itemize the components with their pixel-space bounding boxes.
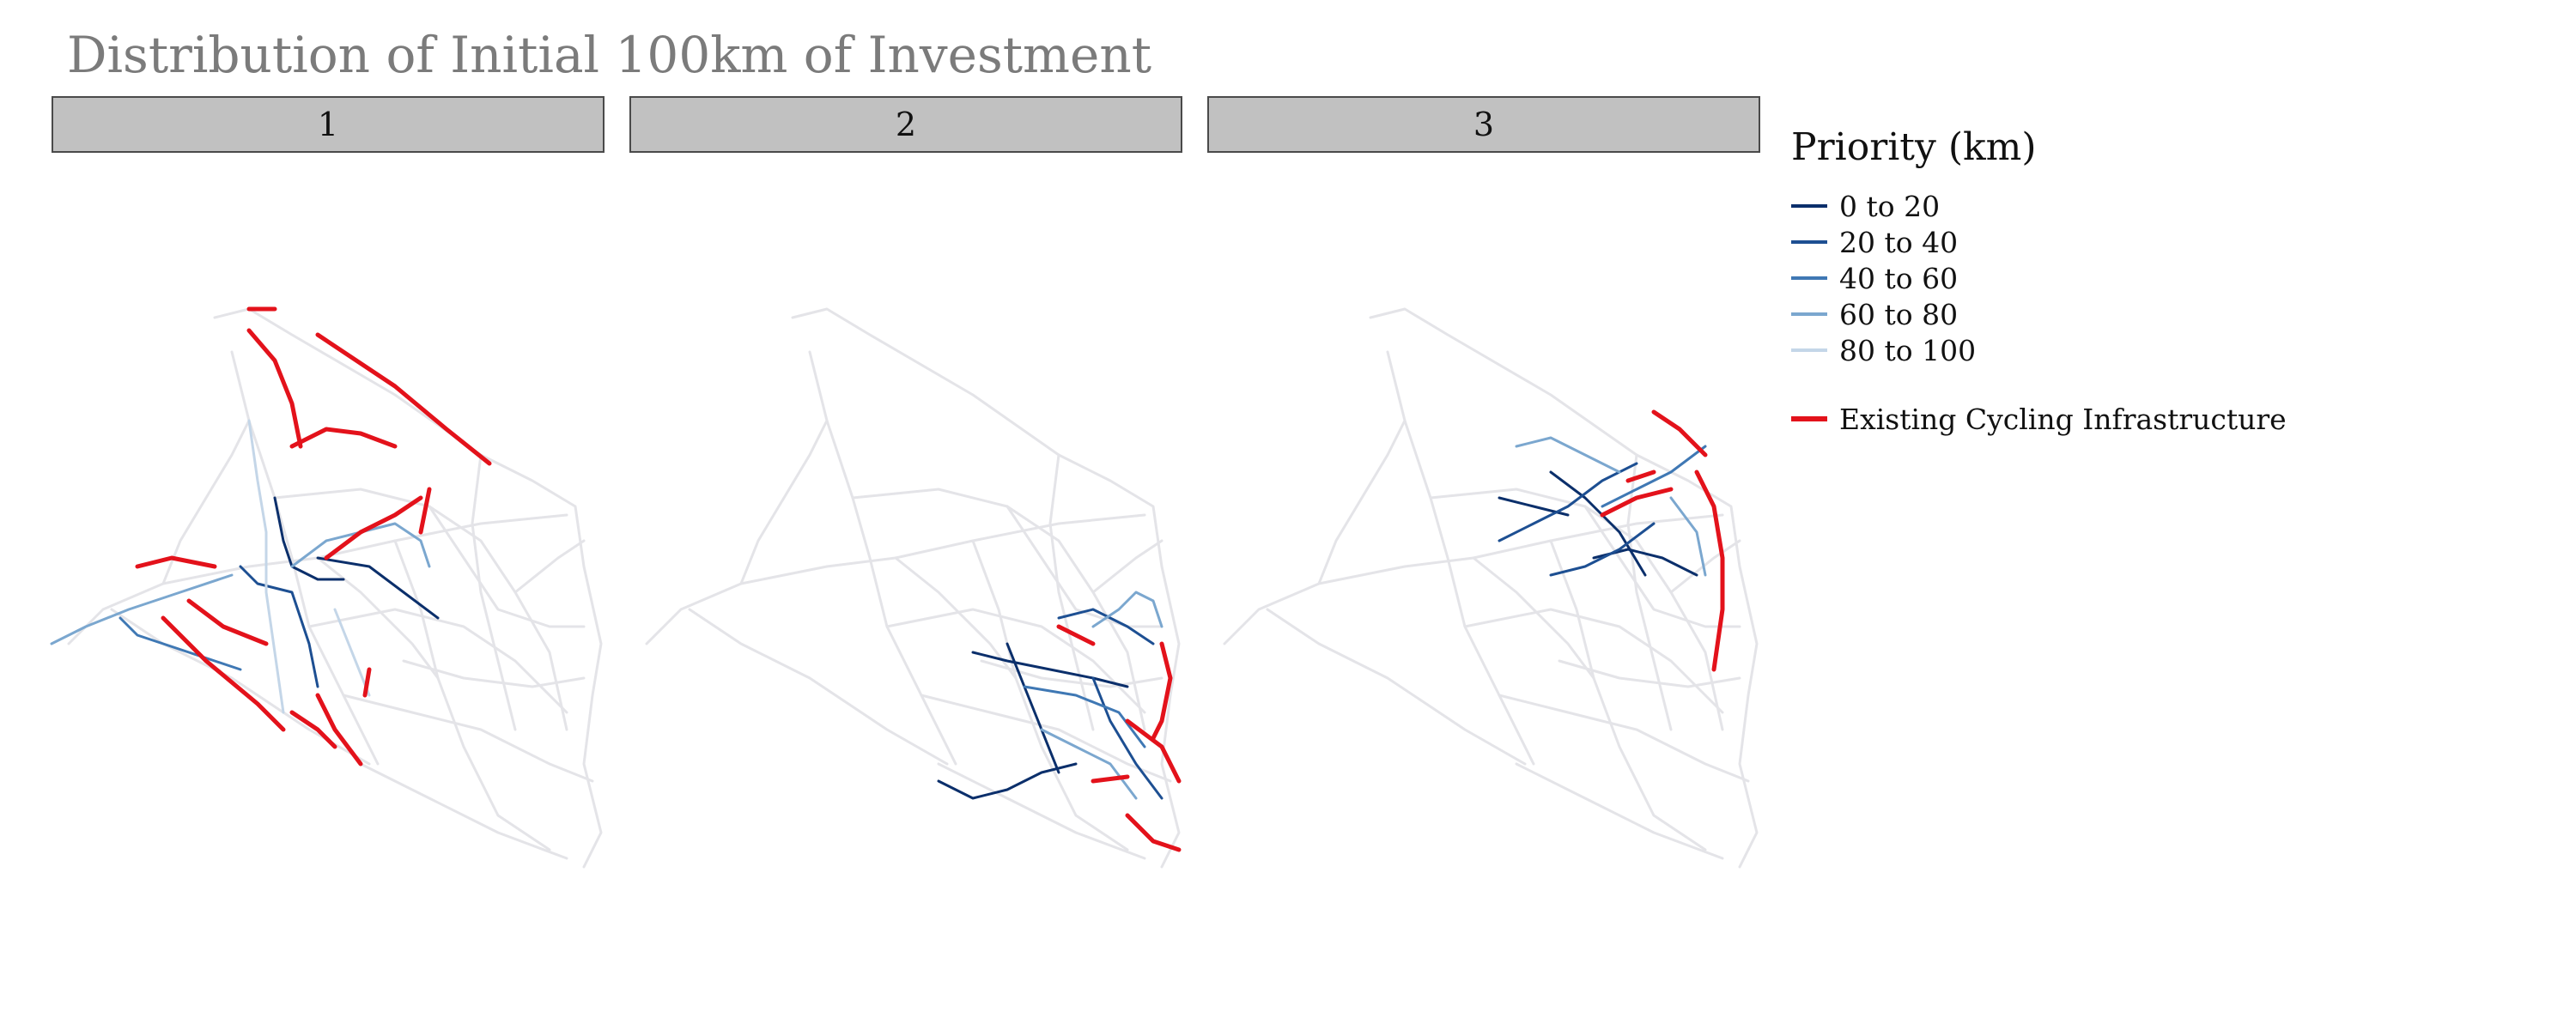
existing-infrastructure	[135, 306, 492, 766]
legend-item-infrastructure: Existing Cycling Infrastructure	[1791, 401, 2444, 437]
legend-label: 0 to 20	[1839, 189, 1941, 223]
legend-swatch	[1791, 240, 1827, 244]
legend-spacer	[1791, 368, 2444, 401]
panel-label-1: 1	[317, 106, 339, 143]
legend-swatch	[1791, 312, 1827, 316]
figure-title: Distribution of Initial 100km of Investm…	[67, 26, 1152, 84]
legend-label: 80 to 100	[1839, 333, 1977, 367]
legend-label: 20 to 40	[1839, 225, 1959, 259]
legend-item: 80 to 100	[1791, 332, 2444, 368]
map-panel-1	[34, 283, 618, 869]
legend: Priority (km) 0 to 20 20 to 40 40 to 60 …	[1791, 125, 2444, 437]
legend-item: 0 to 20	[1791, 188, 2444, 224]
basemap-network	[67, 307, 603, 869]
map-1	[50, 306, 603, 869]
legend-swatch	[1791, 204, 1827, 208]
panel-label-2: 2	[895, 106, 917, 143]
legend-swatch	[1791, 348, 1827, 352]
legend-label: Existing Cycling Infrastructure	[1839, 402, 2287, 436]
legend-title: Priority (km)	[1791, 125, 2037, 169]
basemap-network	[1223, 307, 1759, 869]
panel-header-3: 3	[1207, 96, 1760, 153]
legend-item: 60 to 80	[1791, 296, 2444, 332]
existing-infrastructure	[1600, 409, 1725, 672]
legend-swatch	[1791, 276, 1827, 280]
map-panel-2	[612, 283, 1196, 869]
legend-swatch	[1791, 416, 1827, 421]
legend-label: 60 to 80	[1839, 297, 1959, 331]
legend-item: 40 to 60	[1791, 260, 2444, 296]
map-3	[1223, 307, 1759, 869]
priority-network	[937, 591, 1163, 800]
legend-item: 20 to 40	[1791, 224, 2444, 260]
map-panel-3	[1190, 283, 1774, 869]
panel-header-2: 2	[629, 96, 1182, 153]
existing-infrastructure	[1056, 624, 1182, 852]
basemap-network	[645, 307, 1181, 869]
map-2	[645, 307, 1182, 869]
legend-label: 40 to 60	[1839, 261, 1959, 295]
panel-label-3: 3	[1473, 106, 1495, 143]
panel-header-1: 1	[52, 96, 605, 153]
priority-network	[1498, 436, 1707, 577]
priority-network	[50, 419, 440, 714]
